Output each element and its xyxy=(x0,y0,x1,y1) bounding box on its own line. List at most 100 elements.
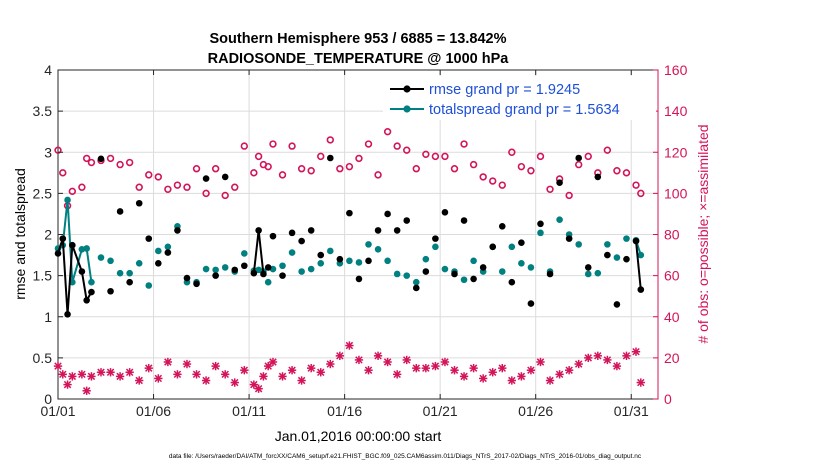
assimilated-obs-point xyxy=(564,366,574,375)
rmse-point xyxy=(183,274,191,282)
possible-obs-point xyxy=(278,171,287,179)
totalspread-point xyxy=(584,270,592,278)
possible-obs-point xyxy=(584,152,592,161)
assimilated-obs-point xyxy=(373,351,383,360)
possible-obs-point xyxy=(288,142,296,150)
rmse-point xyxy=(403,217,411,224)
assimilated-obs-point xyxy=(335,351,345,360)
legend-background xyxy=(383,76,656,120)
assimilated-obs-point xyxy=(192,370,201,379)
assimilated-obs-point xyxy=(326,359,335,369)
y-right-tick-label: 0 xyxy=(664,391,672,407)
rmse-point xyxy=(479,264,487,271)
legend-rmse-label: rmse grand pr = 1.9245 xyxy=(429,82,580,98)
possible-obs-point xyxy=(116,160,124,169)
assimilated-obs-point xyxy=(636,378,645,387)
x-tick-label: 01/01 xyxy=(40,403,75,419)
possible-obs-point xyxy=(202,189,210,198)
totalspread-point xyxy=(88,278,95,286)
assimilated-obs-point xyxy=(383,357,392,367)
possible-obs-point xyxy=(183,183,191,191)
assimilated-obs-point xyxy=(431,361,440,371)
y-left-tick-label: 1 xyxy=(44,309,52,325)
x-tick-label: 01/06 xyxy=(136,403,171,419)
rmse-point xyxy=(264,264,272,271)
rmse-point xyxy=(107,287,114,295)
totalspread-point xyxy=(537,229,544,237)
assimilated-obs-point xyxy=(469,363,478,373)
possible-obs-point xyxy=(637,189,645,198)
totalspread-point xyxy=(365,241,372,248)
rmse-point xyxy=(594,173,602,181)
rmse-line-mid xyxy=(252,230,260,274)
totalspread-point xyxy=(613,254,621,261)
y-right-tick-label: 60 xyxy=(664,268,680,284)
assimilated-obs-point xyxy=(498,363,507,373)
rmse-point xyxy=(88,288,95,296)
assimilated-obs-point xyxy=(393,370,402,379)
y-left-tick-label: 3.5 xyxy=(33,103,53,119)
rmse-point xyxy=(221,173,229,181)
totalspread-point xyxy=(135,259,143,267)
possible-obs-point xyxy=(431,152,440,161)
rmse-point xyxy=(374,227,382,234)
y-right-tick-label: 40 xyxy=(664,309,680,325)
possible-obs-point xyxy=(575,160,583,169)
assimilated-obs-point xyxy=(631,347,641,356)
assimilated-obs-point xyxy=(526,366,536,375)
assimilated-obs-point xyxy=(536,357,545,367)
rmse-point xyxy=(78,268,86,275)
x-axis-label: Jan.01,2016 00:00:00 start xyxy=(275,428,442,444)
assimilated-obs-point xyxy=(77,370,87,379)
rmse-point xyxy=(393,227,401,234)
possible-obs-point xyxy=(527,167,535,175)
possible-obs-point xyxy=(374,171,382,179)
possible-obs-point xyxy=(613,167,621,175)
assimilated-obs-point xyxy=(240,366,249,375)
assimilated-obs-point xyxy=(593,351,602,360)
rmse-point xyxy=(288,229,296,237)
y-left-tick-label: 2 xyxy=(44,227,52,243)
totalspread-point xyxy=(384,257,391,265)
y-left-tick-label: 2.5 xyxy=(33,185,53,201)
totalspread-point xyxy=(604,241,611,248)
possible-obs-point xyxy=(469,160,478,169)
totalspread-point xyxy=(326,247,334,255)
rmse-point xyxy=(637,286,645,293)
possible-obs-point xyxy=(632,181,640,189)
possible-obs-point xyxy=(546,185,554,193)
assimilated-obs-point xyxy=(163,357,173,367)
rmse-point xyxy=(83,297,90,304)
assimilated-obs-point xyxy=(354,355,364,365)
totalspread-point xyxy=(432,243,439,251)
possible-obs-point xyxy=(441,152,449,161)
possible-obs-point xyxy=(422,150,430,159)
possible-obs-point xyxy=(231,183,239,191)
rmse-point xyxy=(97,155,105,163)
rmse-point xyxy=(231,266,239,274)
legend-rmse-marker xyxy=(403,85,411,93)
possible-obs-point xyxy=(517,162,526,171)
totalspread-point xyxy=(116,269,124,277)
rmse-point xyxy=(632,237,640,245)
rmse-point xyxy=(255,227,262,234)
assimilated-obs-point xyxy=(211,361,220,371)
rmse-point xyxy=(336,255,344,263)
totalspread-point xyxy=(518,259,525,267)
possible-obs-point xyxy=(508,148,516,156)
assimilated-obs-point xyxy=(345,341,354,350)
y-left-tick-label: 4 xyxy=(44,62,52,78)
rmse-point xyxy=(546,270,554,278)
possible-obs-point xyxy=(135,183,143,191)
assimilated-obs-point xyxy=(574,359,583,369)
rmse-point xyxy=(54,250,62,257)
assimilated-obs-point xyxy=(517,372,526,381)
totalspread-point xyxy=(202,265,210,273)
rmse-point xyxy=(279,272,286,279)
possible-obs-point xyxy=(211,165,220,173)
rmse-point xyxy=(508,278,516,286)
possible-obs-point xyxy=(336,165,344,173)
possible-obs-point xyxy=(54,146,62,154)
possible-obs-point xyxy=(489,177,497,185)
